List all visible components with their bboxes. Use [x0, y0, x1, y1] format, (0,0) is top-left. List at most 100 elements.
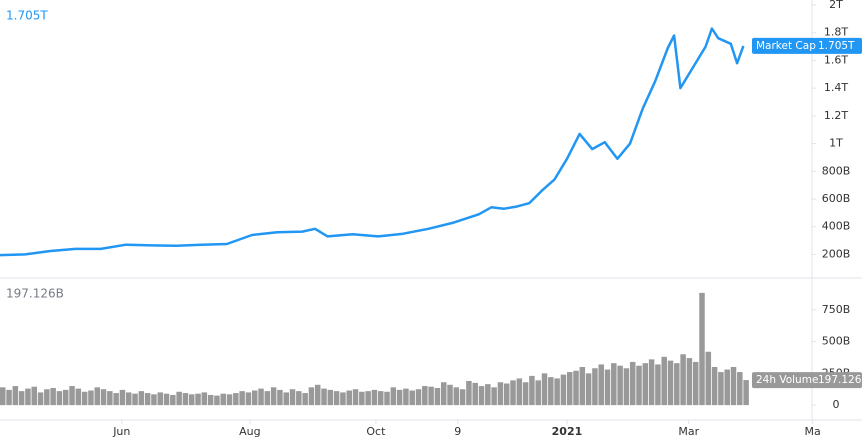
volume-bar — [541, 373, 548, 406]
volume-bar — [686, 358, 693, 406]
volume-bar — [327, 389, 334, 406]
volume-bar — [674, 363, 680, 406]
volume-bar — [283, 392, 289, 406]
volume-bar — [56, 391, 63, 406]
y-tick-label: 1.6T — [824, 53, 848, 66]
volume-bar — [107, 391, 113, 406]
volume-bar — [226, 394, 233, 406]
y-tick-label: 400B — [822, 220, 851, 233]
y-tick-label: 200B — [822, 247, 851, 260]
volume-bar — [321, 388, 327, 406]
volume-bar — [548, 377, 554, 406]
market-cap-line — [0, 27, 745, 257]
y-tick-label: 500B — [822, 335, 851, 348]
volume-bar — [434, 387, 441, 406]
x-tick-label: Jun — [112, 425, 130, 438]
market-cap-current: 1.705T — [6, 9, 48, 23]
y-tick-label: 1T — [829, 137, 843, 150]
x-tick-label: Oct — [366, 425, 386, 438]
volume-bar — [472, 382, 478, 406]
volume-bar — [629, 361, 636, 406]
volume-bar — [377, 391, 384, 406]
volume-bar — [201, 392, 208, 406]
volume-bar — [207, 394, 214, 406]
volume-bar — [170, 394, 176, 406]
volume-bar — [718, 372, 724, 406]
volume-bar — [510, 380, 516, 406]
volume-bar — [144, 393, 151, 406]
volume-bar — [302, 393, 308, 406]
volume-bar — [365, 391, 371, 406]
volume-bar — [415, 389, 422, 406]
volume-bar — [655, 364, 661, 406]
volume-bar — [132, 393, 138, 406]
volume-bar — [31, 386, 37, 406]
volume-bar — [69, 386, 75, 406]
volume-bar — [333, 391, 340, 406]
y-tick-label: 1.4T — [824, 81, 848, 94]
series-badge-name: 24h Volume — [756, 374, 818, 386]
volume-bar — [233, 393, 239, 406]
volume-bar — [188, 394, 195, 406]
y-tick-label: 0 — [833, 398, 840, 411]
volume-bar — [0, 387, 6, 406]
volume-bar — [239, 391, 245, 406]
volume-bar — [680, 354, 686, 406]
y-tick-label: 1.8T — [824, 26, 848, 39]
volume-bar — [560, 374, 567, 406]
volume-bar — [163, 393, 170, 406]
series-badge — [752, 37, 862, 54]
volume-bar — [314, 384, 321, 406]
volume-bar — [579, 366, 586, 406]
series-badge-name: Market Cap — [756, 40, 816, 52]
volume-bar — [270, 387, 277, 406]
volume-bar — [125, 392, 132, 406]
volume-bar — [573, 370, 579, 406]
volume-bar — [62, 389, 69, 406]
y-tick-label: 600B — [822, 192, 851, 205]
volume-bar — [359, 391, 365, 406]
volume-bar — [503, 383, 510, 406]
volume-bar — [251, 390, 258, 406]
series-badge-value: 1.705T — [818, 40, 855, 52]
volume-bar — [25, 388, 31, 406]
volume-bar — [566, 372, 573, 406]
volume-bar — [176, 391, 182, 406]
volume-bar — [6, 389, 12, 406]
volume-bar — [371, 389, 378, 406]
volume-bar — [403, 388, 409, 406]
volume-bar — [529, 375, 535, 406]
volume-bar — [485, 384, 491, 406]
volume-bar — [81, 391, 88, 406]
volume-bar — [478, 386, 485, 406]
volume-bar — [598, 364, 604, 406]
volume-bar — [724, 369, 730, 406]
x-tick-label: 9 — [454, 425, 461, 438]
volume-bar — [459, 389, 466, 406]
volume-bar — [100, 389, 107, 406]
volume-bar — [604, 369, 611, 406]
volume-bar — [535, 380, 541, 406]
volume-bar — [440, 382, 447, 406]
volume-bar — [182, 393, 189, 406]
y-tick-label: 800B — [822, 164, 851, 177]
volume-bar — [37, 392, 44, 406]
volume-bar — [18, 391, 25, 406]
x-tick-label: Aug — [239, 425, 260, 438]
volume-bar — [692, 361, 699, 406]
volume-bar — [737, 372, 743, 406]
y-tick-label: 1.2T — [824, 109, 848, 122]
volume-bar — [50, 387, 56, 406]
volume-bar — [214, 395, 220, 406]
volume-bar — [585, 373, 592, 406]
x-tick-label: 2021 — [552, 425, 583, 438]
volume-bar — [157, 392, 163, 406]
volume-bar — [447, 384, 453, 406]
volume-bar — [554, 378, 560, 406]
volume-bar — [667, 360, 674, 406]
volume-bar — [422, 386, 428, 406]
volume-bar — [195, 393, 201, 406]
volume-bar — [491, 387, 497, 406]
volume-bar — [453, 387, 460, 406]
